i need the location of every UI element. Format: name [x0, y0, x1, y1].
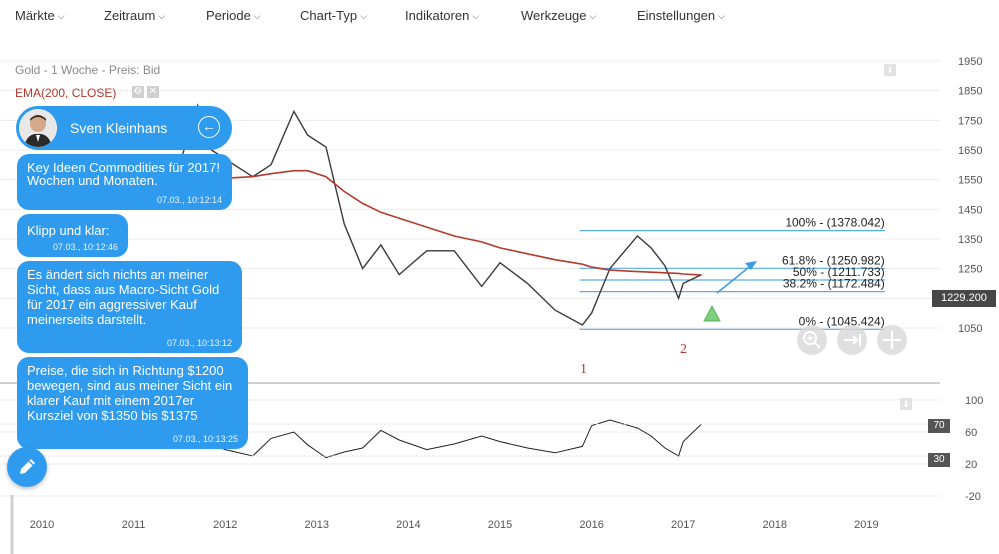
menu-label: Indikatoren [405, 8, 470, 23]
chat-message: Key Ideen Commodities für 2017! Wochen u… [17, 154, 232, 210]
price-series-line [178, 103, 702, 326]
chat-message: Preise, die sich in Richtung $1200 beweg… [17, 357, 248, 449]
annotation-2: 2 [680, 342, 687, 357]
y-tick-label: 1050 [958, 323, 982, 335]
menu-zeitraum[interactable]: Zeitraum ⌵ [104, 8, 165, 23]
chat-message: Klipp und klar: 07.03., 10:12:46 [17, 214, 128, 257]
ema-series-line [179, 169, 702, 276]
edit-pencil-icon[interactable] [7, 447, 47, 487]
x-tick-label: 2013 [305, 519, 329, 531]
x-tick-label: 2019 [854, 519, 878, 531]
download-icon[interactable]: ⬇ [900, 398, 912, 410]
menu-bar: Märkte ⌵ Zeitraum ⌵ Periode ⌵ Chart-Typ ⌵ In… [0, 0, 999, 32]
message-time: 07.03., 10:12:46 [52, 242, 118, 252]
series-label: Gold - 1 Woche - Preis: Bid [15, 63, 161, 77]
x-tick-label: 2014 [396, 519, 420, 531]
y-tick-label: 1950 [958, 56, 982, 68]
current-price-tag: 1229.200 [932, 290, 996, 307]
chevron-down-icon: ⌵ [253, 11, 261, 21]
zoom-icon[interactable] [797, 325, 827, 355]
menu-einstellungen[interactable]: Einstellungen ⌵ [637, 8, 725, 23]
fib-level-label: 38.2% - (1172.484) [783, 277, 885, 291]
x-tick-label: 2017 [671, 519, 695, 531]
ema-label: EMA(200, CLOSE) [15, 86, 117, 100]
message-text: Es ändert sich nichts an meiner Sicht, d… [27, 267, 220, 327]
chat-author-name: Sven Kleinhans [70, 120, 168, 136]
chevron-down-icon: ⌵ [718, 11, 725, 21]
message-time: 07.03., 10:12:14 [156, 195, 222, 205]
rsi-axis: 100 60 20 -20 [965, 395, 983, 503]
message-time: 07.03., 10:13:25 [172, 434, 238, 444]
menu-periode[interactable]: Periode ⌵ [206, 8, 261, 23]
settings-icon[interactable]: ⚙ [132, 86, 144, 98]
x-tick-label: 2010 [30, 519, 54, 531]
rsi-tick-label: 60 [965, 427, 977, 439]
menu-werkzeuge[interactable]: Werkzeuge ⌵ [521, 8, 596, 23]
fib-level-label: 0% - (1045.424) [799, 314, 885, 328]
rsi-tick-label: 20 [965, 459, 977, 471]
arrow-line [716, 263, 754, 294]
scroll-to-end-icon[interactable] [837, 325, 867, 355]
y-tick-label: 1850 [958, 86, 982, 98]
message-time: 07.03., 10:13:12 [166, 338, 232, 348]
y-tick-label: 1450 [958, 204, 982, 216]
y-tick-label: 1650 [958, 145, 982, 157]
chevron-down-icon: ⌵ [57, 11, 65, 21]
rsi-level-70: 70 [928, 419, 950, 433]
y-tick-label: 1750 [958, 115, 982, 127]
x-tick-label: 2016 [579, 519, 603, 531]
x-axis: 2010 2011 2012 2013 2014 2015 2016 2017 2018 2019 [30, 519, 879, 531]
message-text: Klipp und klar: [27, 223, 110, 238]
x-tick-label: 2015 [488, 519, 512, 531]
message-text: Preise, die sich in Richtung $1200 beweg… [27, 363, 233, 423]
fib-level-label: 61.8% - (1250.982) [782, 253, 885, 267]
menu-label: Märkte [15, 8, 55, 23]
menu-indikatoren[interactable]: Indikatoren ⌵ [405, 8, 479, 23]
rsi-tick-label: -20 [965, 491, 981, 503]
download-icon[interactable]: ⬇ [884, 64, 896, 76]
fib-level-label: 50% - (1211.733) [793, 265, 885, 279]
move-icon[interactable] [877, 325, 907, 355]
y-tick-label: 1250 [958, 264, 982, 276]
x-tick-label: 2011 [122, 519, 146, 531]
y-tick-label: 1350 [958, 234, 982, 246]
chat-header[interactable]: Sven Kleinhans ← [16, 106, 232, 150]
menu-label: Werkzeuge [521, 8, 587, 23]
chat-message: Es ändert sich nichts an meiner Sicht, d… [17, 261, 242, 353]
chevron-down-icon: ⌵ [360, 11, 367, 21]
menu-maerkte[interactable]: Märkte ⌵ [15, 8, 65, 23]
menu-label: Periode [206, 8, 251, 23]
x-tick-label: 2012 [213, 519, 237, 531]
back-arrow-icon[interactable]: ← [198, 116, 220, 138]
message-text-overflow: Wochen und Monaten. [27, 173, 158, 188]
x-tick-label: 2018 [763, 519, 787, 531]
chevron-down-icon: ⌵ [589, 11, 597, 21]
fibonacci-retracement: 100% - (1378.042) 61.8% - (1250.982)50% -… [579, 216, 885, 330]
chevron-down-icon: ⌵ [158, 11, 166, 21]
buy-triangle-icon [703, 304, 721, 322]
chevron-down-icon: ⌵ [472, 11, 480, 21]
arrow-head-icon [745, 261, 757, 270]
message-text: Key Ideen Commodities für 2017! [27, 160, 220, 175]
menu-label: Einstellungen [637, 8, 716, 23]
menu-label: Chart-Typ [300, 8, 358, 23]
menu-chart-typ[interactable]: Chart-Typ ⌵ [300, 8, 367, 23]
rsi-line [179, 419, 702, 459]
fib-level-label: 100% - (1378.042) [785, 216, 884, 230]
y-tick-label: 1550 [958, 175, 982, 187]
rsi-level-30: 30 [928, 453, 950, 467]
avatar [19, 109, 57, 147]
rsi-tick-label: 100 [965, 395, 983, 407]
close-icon[interactable]: ✕ [147, 86, 159, 98]
annotation-1: 1 [580, 362, 587, 377]
menu-label: Zeitraum [104, 8, 156, 23]
